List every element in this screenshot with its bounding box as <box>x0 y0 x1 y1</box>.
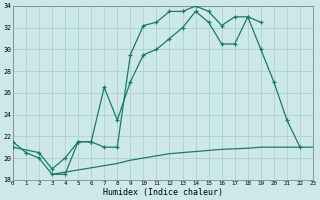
X-axis label: Humidex (Indice chaleur): Humidex (Indice chaleur) <box>103 188 223 197</box>
